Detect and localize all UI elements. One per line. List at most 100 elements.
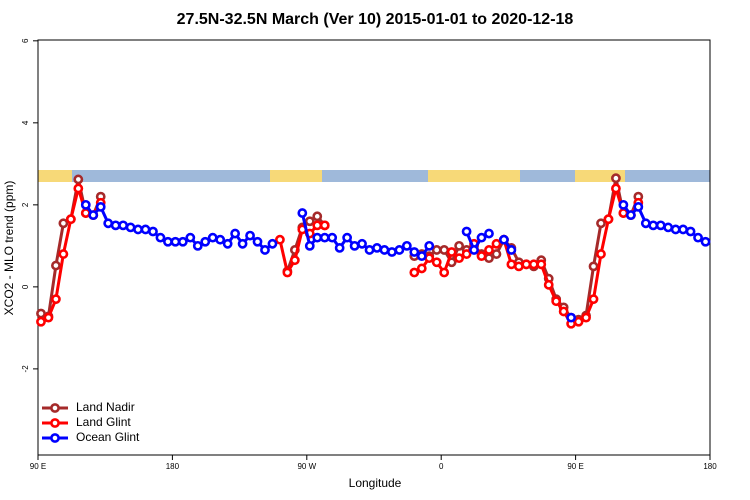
series-marker xyxy=(491,238,502,249)
series-marker xyxy=(342,232,353,243)
series-marker xyxy=(700,236,711,247)
series-marker xyxy=(424,240,435,251)
series-marker xyxy=(484,228,494,239)
series-marker xyxy=(133,224,143,235)
series-marker xyxy=(364,245,375,255)
series-marker xyxy=(603,214,614,225)
series-marker xyxy=(454,240,465,251)
series-marker xyxy=(401,240,412,251)
series-marker xyxy=(506,245,517,255)
series-marker xyxy=(312,220,323,231)
series-marker xyxy=(192,240,203,251)
y-tick-label: 4 xyxy=(21,120,30,125)
series-marker xyxy=(476,251,487,262)
legend-marker xyxy=(50,403,60,413)
series-marker xyxy=(484,245,494,255)
series-marker xyxy=(297,208,308,218)
series-marker xyxy=(484,253,494,264)
series-marker xyxy=(36,316,46,327)
series-marker xyxy=(88,210,99,221)
series-marker xyxy=(222,238,233,249)
series-marker xyxy=(409,247,420,257)
series-marker xyxy=(416,263,427,274)
series-marker xyxy=(58,218,69,229)
land-strip xyxy=(38,170,72,182)
y-tick-label: -2 xyxy=(21,365,30,373)
x-tick-label: 90 E xyxy=(30,462,46,471)
series-marker xyxy=(125,222,136,233)
y-tick-label: 6 xyxy=(21,38,30,43)
series-marker xyxy=(573,316,584,327)
series-marker xyxy=(506,259,517,270)
series-marker xyxy=(289,255,300,266)
series-marker xyxy=(670,224,681,235)
plot-frame xyxy=(37,39,711,456)
series-marker xyxy=(163,236,173,247)
series-marker xyxy=(431,257,442,268)
series-marker xyxy=(596,218,606,229)
series-marker xyxy=(237,238,248,249)
legend-label: Land Nadir xyxy=(76,400,135,414)
series-marker xyxy=(439,245,450,255)
series-marker xyxy=(551,296,562,307)
legend-label: Land Glint xyxy=(76,415,131,429)
series-marker xyxy=(95,202,106,212)
series-marker xyxy=(349,240,360,251)
series-marker xyxy=(581,312,591,323)
series-marker xyxy=(625,210,636,221)
series-marker xyxy=(416,251,427,262)
series-marker xyxy=(685,226,696,237)
series-marker xyxy=(588,261,599,272)
series-marker xyxy=(409,267,420,278)
series-marker xyxy=(394,245,405,255)
series-marker xyxy=(499,234,509,245)
y-axis-label: XCO2 - MLO trend (ppm) xyxy=(2,181,16,316)
series-marker xyxy=(140,224,151,235)
series-marker xyxy=(200,236,211,247)
series-marker xyxy=(446,247,457,257)
series-marker xyxy=(185,232,196,243)
x-tick-label: 180 xyxy=(166,462,180,471)
series-marker xyxy=(543,279,554,290)
land-strip xyxy=(428,170,520,182)
series-marker xyxy=(80,199,91,210)
series-marker xyxy=(304,216,315,227)
series-marker xyxy=(528,259,539,270)
series-marker xyxy=(73,183,84,194)
series-marker xyxy=(476,232,487,243)
series-marker xyxy=(73,174,84,185)
land-strip xyxy=(270,170,322,182)
series-marker xyxy=(469,245,479,255)
ocean-strip xyxy=(38,170,710,182)
series-marker xyxy=(51,260,61,271)
series-marker xyxy=(640,218,651,229)
legend-marker xyxy=(50,433,60,443)
series-marker xyxy=(633,202,644,212)
series-marker xyxy=(357,238,367,249)
series-marker xyxy=(260,245,270,255)
series-marker xyxy=(439,267,450,278)
y-tick-label: 0 xyxy=(21,284,30,289)
series-marker xyxy=(155,232,166,243)
series-marker xyxy=(693,232,703,243)
series-marker xyxy=(611,173,621,184)
series-marker xyxy=(230,228,241,239)
series-marker xyxy=(461,249,472,259)
series-marker xyxy=(43,312,54,323)
series-marker xyxy=(611,183,621,194)
series-marker xyxy=(118,220,129,231)
map-strip xyxy=(38,170,710,182)
series-marker xyxy=(215,234,226,245)
series-marker xyxy=(319,220,330,231)
series-marker xyxy=(65,214,76,225)
legend-marker xyxy=(50,418,60,428)
series-marker xyxy=(491,249,502,259)
series-marker xyxy=(110,220,121,231)
series-marker xyxy=(521,259,532,270)
series-marker xyxy=(103,218,114,229)
series-marker xyxy=(327,232,338,243)
series-marker xyxy=(513,261,524,272)
y-tick-label: 2 xyxy=(21,202,30,207)
series-marker xyxy=(275,234,285,245)
